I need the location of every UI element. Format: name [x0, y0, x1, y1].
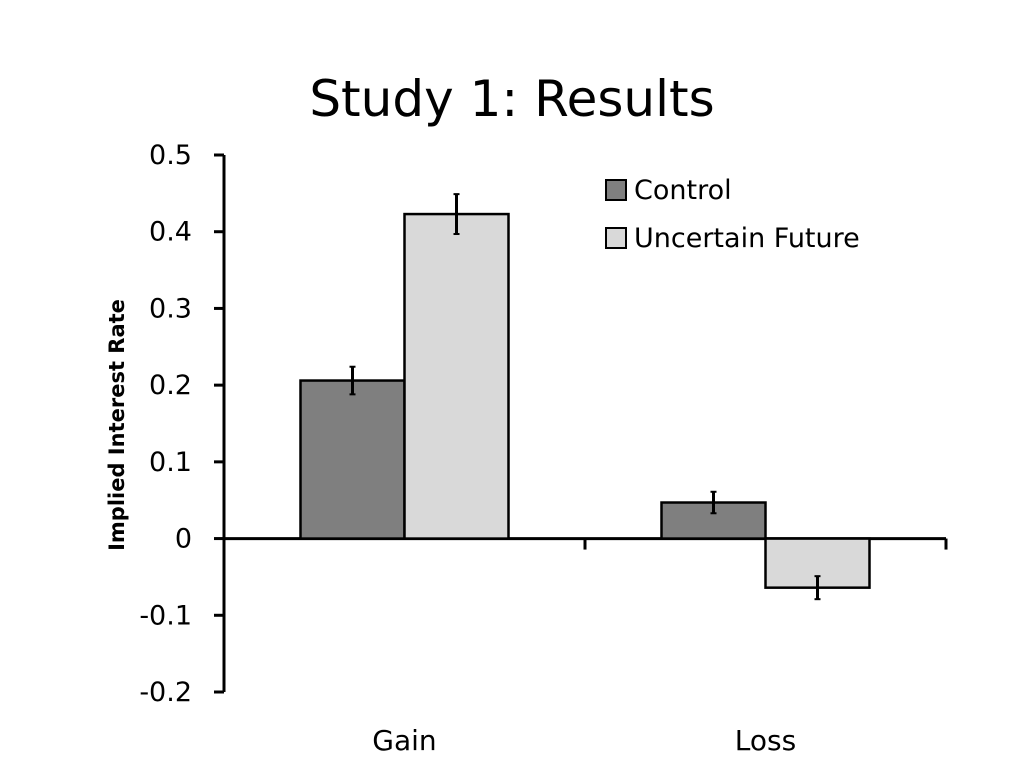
legend: Control Uncertain Future: [605, 175, 860, 254]
y-tick-label: 0.4: [149, 217, 192, 248]
legend-swatch: [605, 227, 627, 249]
chart-title: Study 1: Results: [309, 70, 714, 128]
y-tick-label: 0: [175, 524, 192, 555]
bar: [299, 379, 406, 540]
x-category-label: Loss: [735, 724, 796, 757]
x-category-label: Gain: [372, 724, 436, 757]
bar: [403, 212, 510, 540]
y-tick-label: 0.1: [149, 447, 192, 478]
legend-label: Control: [634, 175, 732, 206]
bars: [299, 193, 871, 601]
y-tick-label: 0.5: [149, 140, 192, 171]
y-tick-label: 0.2: [149, 370, 192, 401]
legend-label: Uncertain Future: [634, 223, 860, 254]
y-tick-label: -0.2: [139, 677, 192, 708]
y-axis-label: Implied Interest Rate: [105, 299, 129, 551]
legend-swatch: [605, 179, 627, 201]
axes: 0.5 0.4 0.3 0.2 0.1 0 -0.1 -0.2 Gain Loss: [139, 140, 948, 757]
y-tick-label: 0.3: [149, 293, 192, 324]
y-tick-label: -0.1: [139, 600, 192, 631]
